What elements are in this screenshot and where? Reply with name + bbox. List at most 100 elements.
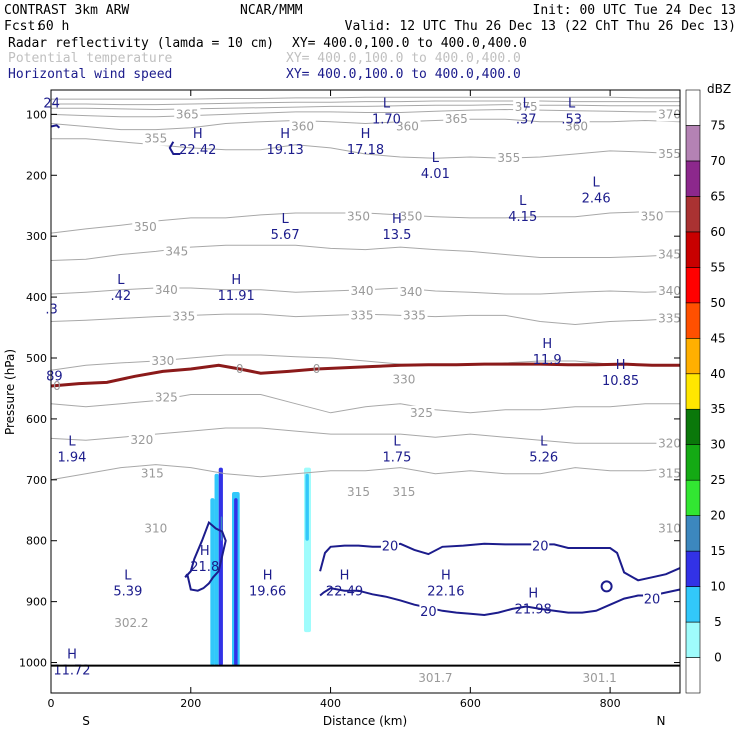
- colorbar-label: 60: [710, 225, 725, 239]
- colorbar-label: 20: [710, 509, 725, 523]
- wind-contour-label: 20: [531, 537, 550, 555]
- svg-text:301.1: 301.1: [582, 671, 616, 685]
- svg-text:11.91: 11.91: [218, 289, 255, 304]
- theta-contour-375: [51, 100, 680, 106]
- svg-text:20: 20: [420, 605, 437, 620]
- theta-label: 335: [170, 309, 197, 324]
- svg-text:19.66: 19.66: [249, 584, 286, 599]
- theta-label: 350: [638, 209, 666, 224]
- wind-contour-label: 20: [643, 590, 662, 608]
- theta-label: 360: [394, 119, 421, 134]
- theta-label: 302.2: [110, 615, 152, 630]
- svg-text:L: L: [68, 434, 76, 449]
- extremum-high: H10.85: [602, 358, 639, 389]
- svg-text:L: L: [117, 273, 125, 288]
- y-tick-label: 900: [26, 596, 47, 609]
- colorbar-swatch: [685, 196, 701, 233]
- y-tick-label: 300: [26, 230, 47, 243]
- extremum-low: L.53: [561, 96, 582, 127]
- svg-text:L: L: [124, 568, 132, 583]
- svg-text:22.16: 22.16: [427, 584, 464, 599]
- plot-frame: [50, 89, 681, 694]
- svg-text:1.70: 1.70: [372, 112, 401, 127]
- wind-contour-20: [184, 520, 227, 592]
- wind-contour-20: [600, 580, 613, 593]
- colorbar-swatch: [685, 550, 701, 587]
- colorbar-swatches: 0 5 10 15 20 25 30 35 40 45 50 55 60 65 70 75: [685, 89, 726, 694]
- x-tick-label: 800: [600, 697, 621, 710]
- svg-text:H: H: [67, 648, 77, 663]
- colorbar-swatch: [685, 408, 701, 446]
- svg-text:335: 335: [403, 308, 426, 322]
- organization: NCAR/MMM: [240, 3, 303, 18]
- theta-label: 330: [390, 372, 418, 387]
- forecast-label: Fcst:: [4, 19, 43, 34]
- svg-text:L: L: [540, 434, 548, 449]
- theta-label: 325: [153, 390, 180, 405]
- field-name-theta: Potential temperature: [8, 51, 173, 66]
- extremum-high: H21.98: [515, 587, 552, 618]
- colorbar-unit: dBZ: [707, 82, 731, 96]
- svg-text:21.98: 21.98: [515, 603, 552, 618]
- extremum-low: L5.26: [529, 434, 558, 465]
- x-tick-label: 600: [460, 697, 481, 710]
- svg-text:.53: .53: [561, 112, 582, 127]
- theta-label: 315: [345, 485, 372, 499]
- theta-label: 315: [656, 466, 683, 481]
- svg-text:H: H: [231, 273, 241, 288]
- colorbar-swatch: [685, 586, 701, 623]
- extremum-low: L5.39: [113, 568, 142, 599]
- theta-label: 355: [656, 146, 683, 161]
- colorbar-label: 0: [714, 651, 722, 665]
- edge-value-label: 24: [43, 96, 60, 111]
- svg-text:20: 20: [644, 593, 661, 608]
- theta-label: 335: [401, 308, 428, 323]
- svg-text:350: 350: [134, 220, 157, 234]
- svg-text:.37: .37: [516, 112, 537, 127]
- extremum-low: L.42: [111, 273, 132, 304]
- svg-text:360: 360: [291, 120, 314, 134]
- y-tick-label: 800: [26, 535, 47, 548]
- wind-contour-label: 20: [380, 537, 399, 555]
- svg-text:21.8: 21.8: [190, 560, 219, 575]
- svg-text:H: H: [340, 568, 350, 583]
- svg-text:340: 340: [658, 284, 681, 298]
- theta-label: 360: [563, 119, 590, 134]
- svg-text:345: 345: [658, 247, 681, 261]
- colorbar-swatch: [685, 444, 701, 481]
- theta-label: 350: [345, 209, 372, 224]
- colorbar-swatch: [685, 267, 701, 304]
- svg-text:365: 365: [176, 107, 199, 121]
- theta-label: 310: [656, 521, 683, 536]
- theta-label: 340: [397, 285, 425, 300]
- y-tick-label: 1000: [19, 657, 47, 670]
- theta-label: 340: [348, 284, 376, 298]
- svg-text:302.2: 302.2: [114, 616, 148, 630]
- svg-text:L: L: [432, 151, 440, 166]
- wind-contour-20: [319, 587, 681, 617]
- extremum-high: H11.91: [218, 273, 255, 304]
- zero-contour-label: 0: [53, 379, 61, 393]
- extremum-low: L1.70: [372, 96, 401, 127]
- svg-text:L: L: [593, 176, 601, 191]
- svg-text:20: 20: [532, 540, 549, 555]
- extremum-low: L1.94: [57, 434, 86, 465]
- extremum-low: L5.67: [271, 212, 300, 243]
- colorbar-label: 35: [710, 402, 725, 416]
- x-tick-label: 200: [180, 697, 201, 710]
- north-end-label: N: [657, 714, 666, 728]
- colorbar-swatch: [685, 231, 701, 268]
- theta-label: 320: [128, 433, 155, 448]
- svg-text:325: 325: [410, 406, 433, 420]
- svg-text:10.85: 10.85: [602, 374, 639, 389]
- svg-text:5.39: 5.39: [113, 584, 142, 599]
- theta-label: 375: [513, 100, 540, 115]
- theta-label: 350: [132, 220, 159, 235]
- svg-text:11.72: 11.72: [53, 664, 90, 679]
- wind-contours: 20 20 20 20: [184, 520, 681, 620]
- init-time: Init: 00 UTC Tue 24 Dec 13: [533, 3, 737, 18]
- reflectivity-cell: [220, 516, 223, 541]
- theta-label: 340: [153, 282, 180, 297]
- svg-text:.42: .42: [111, 289, 132, 304]
